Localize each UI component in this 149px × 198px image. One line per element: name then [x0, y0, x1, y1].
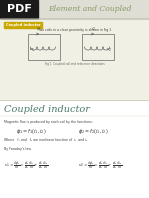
- Text: Two coils in a close proximity is shown in Fig 1: Two coils in a close proximity is shown …: [38, 28, 112, 32]
- Text: Coupled inductor: Coupled inductor: [4, 106, 90, 114]
- Bar: [0, 0, 38, 18]
- Text: $\phi_1 = f_1(i_1, i_2)$: $\phi_1 = f_1(i_1, i_2)$: [16, 127, 47, 135]
- Text: Fig 1  Coupled coil and reference directions: Fig 1 Coupled coil and reference directi…: [45, 62, 105, 66]
- Text: PDF: PDF: [7, 4, 31, 14]
- Bar: [38, 0, 149, 18]
- Bar: [0, 100, 149, 198]
- Text: $v_1 = \frac{d\phi_1}{dt} = \frac{\partial f_1}{\partial i_1}\frac{di_1}{dt} + \: $v_1 = \frac{d\phi_1}{dt} = \frac{\parti…: [4, 160, 49, 172]
- Bar: [0, 0, 149, 18]
- Text: Coupled inductor: Coupled inductor: [6, 23, 40, 27]
- Text: Where   f₁ and   f₂ are nonlinear function of  i₁  and i₂: Where f₁ and f₂ are nonlinear function o…: [4, 138, 87, 142]
- Bar: [28, 34, 60, 60]
- Bar: [82, 34, 114, 60]
- Text: By Faraday's law: By Faraday's law: [4, 147, 31, 151]
- Bar: [4, 22, 42, 28]
- Text: $v_2$: $v_2$: [106, 46, 112, 54]
- Text: $v_1$: $v_1$: [29, 46, 35, 54]
- Text: Element and Coupled: Element and Coupled: [48, 5, 132, 13]
- Text: $\phi_2 = f_2(i_1, i_2)$: $\phi_2 = f_2(i_1, i_2)$: [78, 127, 109, 135]
- Text: $v_2 = \frac{d\phi_2}{dt} = \frac{\partial f_2}{\partial i_1}\frac{di_1}{dt} + \: $v_2 = \frac{d\phi_2}{dt} = \frac{\parti…: [78, 160, 122, 172]
- Text: $i_2$: $i_2$: [91, 25, 95, 33]
- Text: Magnetic flux is produced by each coil by the functions:: Magnetic flux is produced by each coil b…: [4, 120, 93, 124]
- Bar: [0, 18, 149, 100]
- Text: $i_1$: $i_1$: [36, 25, 40, 33]
